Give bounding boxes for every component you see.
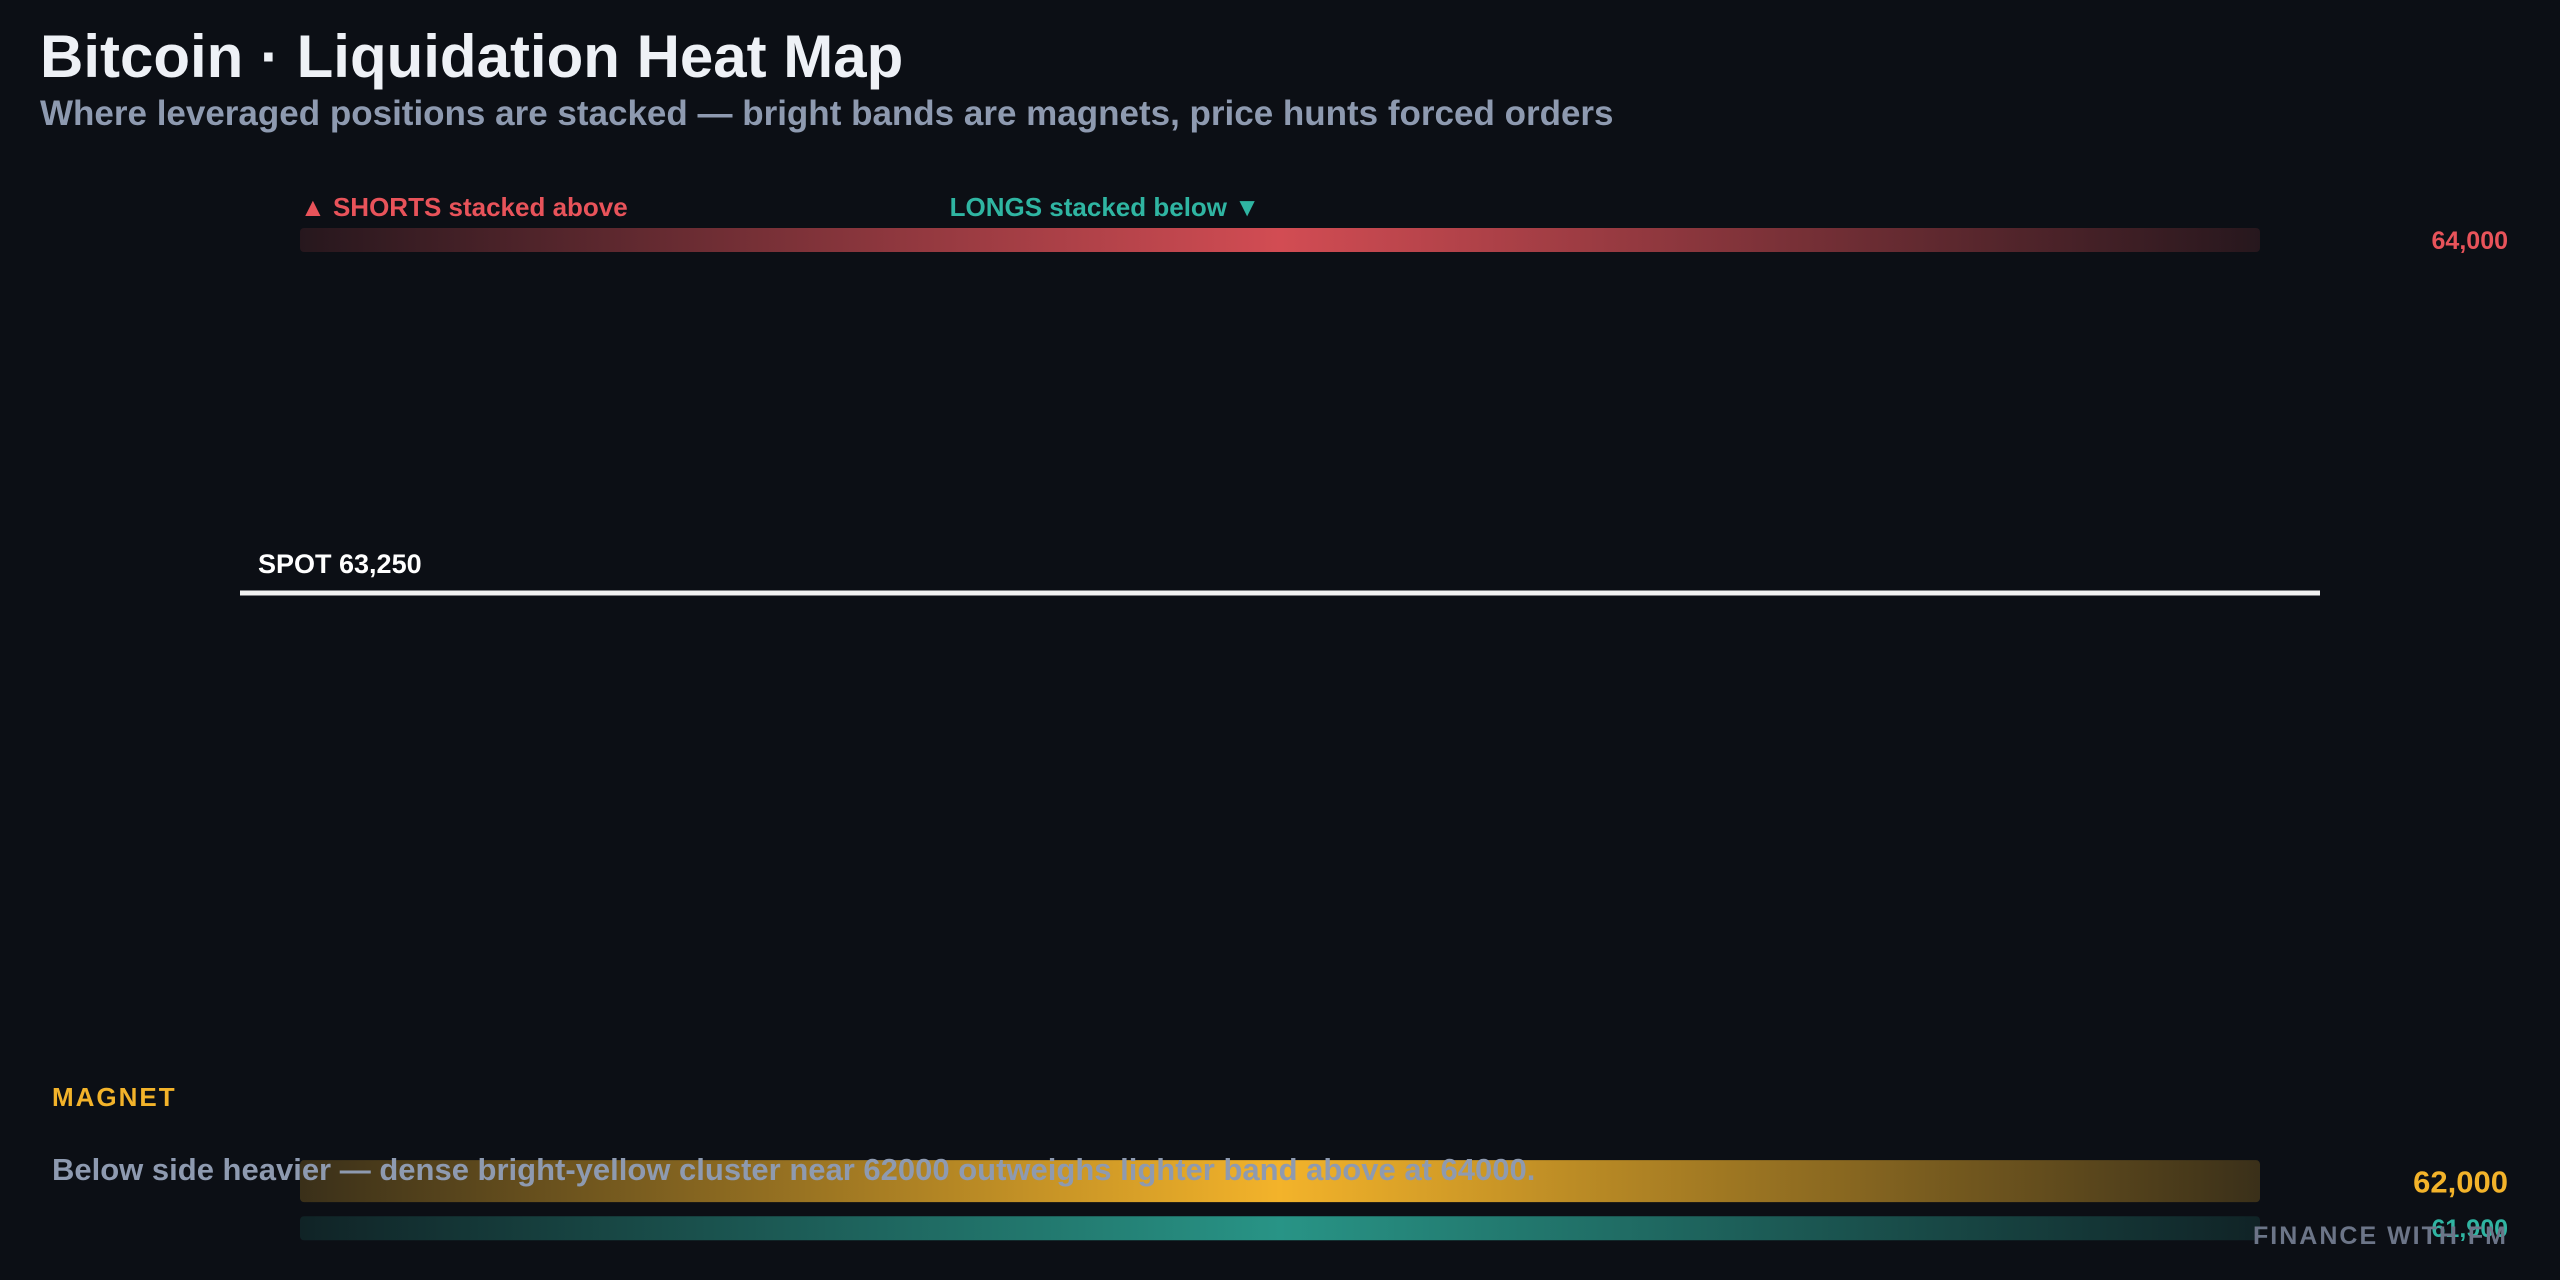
liquidation-band-magnet: [300, 1160, 2260, 1203]
page-title: Bitcoin · Liquidation Heat Map: [40, 23, 904, 90]
chart-note: Below side heavier — dense bright-yellow…: [52, 1152, 1536, 1187]
band-price-label-shorts: 64,000: [2432, 227, 2508, 255]
page-subtitle: Where leveraged positions are stacked — …: [40, 94, 1614, 133]
magnet-label: MAGNET: [52, 1082, 177, 1112]
legend-shorts: ▲ SHORTS stacked above: [300, 192, 628, 222]
brand-watermark: FINANCE WITH FM: [2253, 1222, 2508, 1250]
spot-price-label: SPOT 63,250: [258, 549, 422, 579]
band-price-label-longs: 61,900: [2432, 1215, 2508, 1243]
band-price-label-magnet: 62,000: [2413, 1164, 2508, 1199]
legend-longs: LONGS stacked below ▼: [949, 192, 1260, 222]
liquidation-band-longs: [300, 1216, 2260, 1241]
liquidation-band-shorts: [300, 228, 2260, 252]
